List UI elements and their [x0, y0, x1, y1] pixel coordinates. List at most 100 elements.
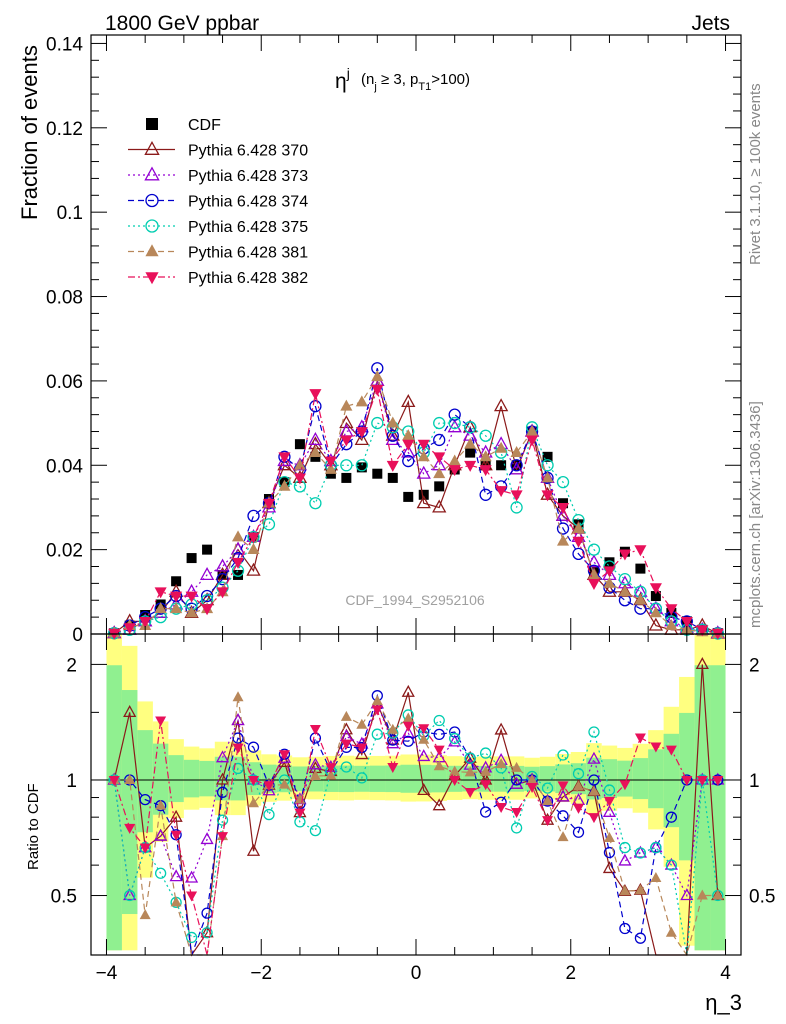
series-6-point: [649, 583, 662, 595]
series-1-point: [432, 499, 447, 513]
series-3-ratio-point: [603, 846, 616, 859]
series-5-point: [541, 471, 554, 483]
series-2-ratio-point: [618, 853, 632, 866]
series-5-ratio: [108, 691, 724, 957]
ratio-band-green: [106, 665, 122, 951]
series-6-point: [170, 591, 183, 603]
series-6-point: [386, 460, 399, 472]
legend-entry: Pythia 6.428 370: [128, 140, 308, 160]
ratio-band-green: [601, 759, 618, 798]
legend-marker: [145, 193, 159, 208]
series-2-point: [199, 566, 215, 580]
y-tick-label: 0.14: [46, 34, 83, 55]
ratio-band-green: [710, 665, 726, 951]
series-4-ratio-point: [124, 889, 136, 902]
series-4-ratio-point: [185, 931, 198, 944]
ratio-y-tick-label-right: 0.5: [749, 887, 775, 908]
series-5-point: [495, 441, 508, 453]
series-6-ratio-point: [278, 750, 290, 761]
legend-marker: [145, 272, 159, 285]
series-5-point: [154, 602, 167, 614]
series-4-point: [618, 573, 632, 586]
series-6-point: [309, 389, 322, 401]
series-3-ratio-point: [619, 922, 631, 935]
series-1-ratio-point: [494, 722, 508, 735]
series-6-point: [231, 557, 245, 569]
series-1-point: [339, 415, 354, 429]
series-5-ratio-point: [634, 884, 646, 895]
x-tick-label: 0: [411, 963, 422, 984]
series-6-ratio-point: [526, 783, 538, 794]
series-5-ratio-point: [712, 889, 724, 900]
series-0-point: [387, 472, 398, 483]
title-sup: j: [346, 65, 350, 81]
series-4-point: [464, 421, 477, 434]
title-cond-mid: ≥ 3, p: [377, 71, 419, 88]
series-4-point: [309, 497, 322, 510]
series-5-ratio-point: [402, 712, 414, 723]
series-5-ratio-point: [665, 926, 677, 937]
x-tick-label: −4: [96, 963, 118, 984]
series-4-point: [510, 501, 523, 514]
chart-title: ηj (nj ≥ 3, pT1>100): [335, 65, 470, 93]
series-6-ratio-point: [124, 823, 136, 834]
series-1-ratio-point: [695, 657, 709, 670]
legend-entry: Pythia 6.428 381: [128, 244, 308, 262]
series-6-ratio-point: [186, 891, 198, 902]
series-5-ratio-point: [588, 785, 600, 796]
series-1-point: [354, 432, 369, 446]
series-5-ratio-point: [526, 773, 538, 784]
series-1-point: [493, 398, 509, 412]
header-right-label: Jets: [691, 12, 730, 35]
series-3-ratio-point: [510, 774, 523, 786]
series-5-point: [618, 585, 631, 597]
series-5-ratio-point: [619, 885, 631, 896]
series-2-point: [385, 432, 400, 446]
y-tick-label: 0: [72, 625, 83, 646]
series-6-point: [510, 490, 523, 502]
series-0-point: [403, 491, 414, 502]
side-label-bottom: mcplots.cern.ch [arXiv:1306.3436]: [747, 401, 764, 628]
series-5-ratio-point: [573, 780, 584, 791]
series-5-point: [185, 606, 198, 618]
series-0-point: [171, 576, 182, 587]
series-4-ratio-point: [650, 841, 662, 854]
series-6-ratio-point: [108, 775, 120, 786]
ratio-band-green: [431, 765, 447, 793]
series-6-line: [113, 387, 718, 634]
series-6-ratio-point: [433, 745, 445, 756]
series-2-point: [215, 558, 230, 572]
series-2-ratio-point: [680, 888, 694, 901]
series-6-point: [293, 473, 306, 485]
header-left-label: 1800 GeV ppbar: [105, 12, 259, 35]
series-5-point: [634, 593, 647, 605]
series-6-ratio-point: [495, 803, 507, 814]
series-2-point: [586, 554, 602, 568]
series-6-point: [448, 465, 461, 477]
series-5-ratio-line: [114, 697, 718, 957]
series-5-point: [309, 446, 322, 458]
series-6-ratio-point: [155, 716, 167, 727]
series-4-ratio-point: [433, 714, 445, 727]
main-plot: [107, 362, 725, 640]
series-0-point: [650, 591, 661, 602]
series-5-point: [526, 424, 539, 436]
x-tick-label: −2: [250, 963, 272, 984]
svg-text:(nj ≥ 3, pT1>100): (nj ≥ 3, pT1>100): [361, 71, 470, 93]
legend-label: Pythia 6.428 381: [188, 245, 308, 262]
series-6-ratio-point: [340, 739, 352, 750]
series-0-point: [372, 468, 383, 479]
series-4-ratio-point: [510, 822, 523, 834]
ratio-band-green: [199, 760, 215, 797]
series-4-ratio-point: [263, 808, 275, 821]
ratio-band-green: [152, 743, 169, 815]
ratio-y-tick-label: 0.5: [51, 887, 77, 908]
series-6-point: [262, 498, 276, 510]
ratio-band-green: [493, 765, 509, 792]
title-main: η: [335, 70, 347, 93]
legend-label: Pythia 6.428 375: [188, 219, 308, 236]
series-5-ratio-point: [511, 761, 523, 772]
series-6-ratio-point: [464, 788, 476, 799]
series-3-ratio-point: [387, 734, 399, 746]
title-cond-sub: j: [373, 81, 376, 93]
